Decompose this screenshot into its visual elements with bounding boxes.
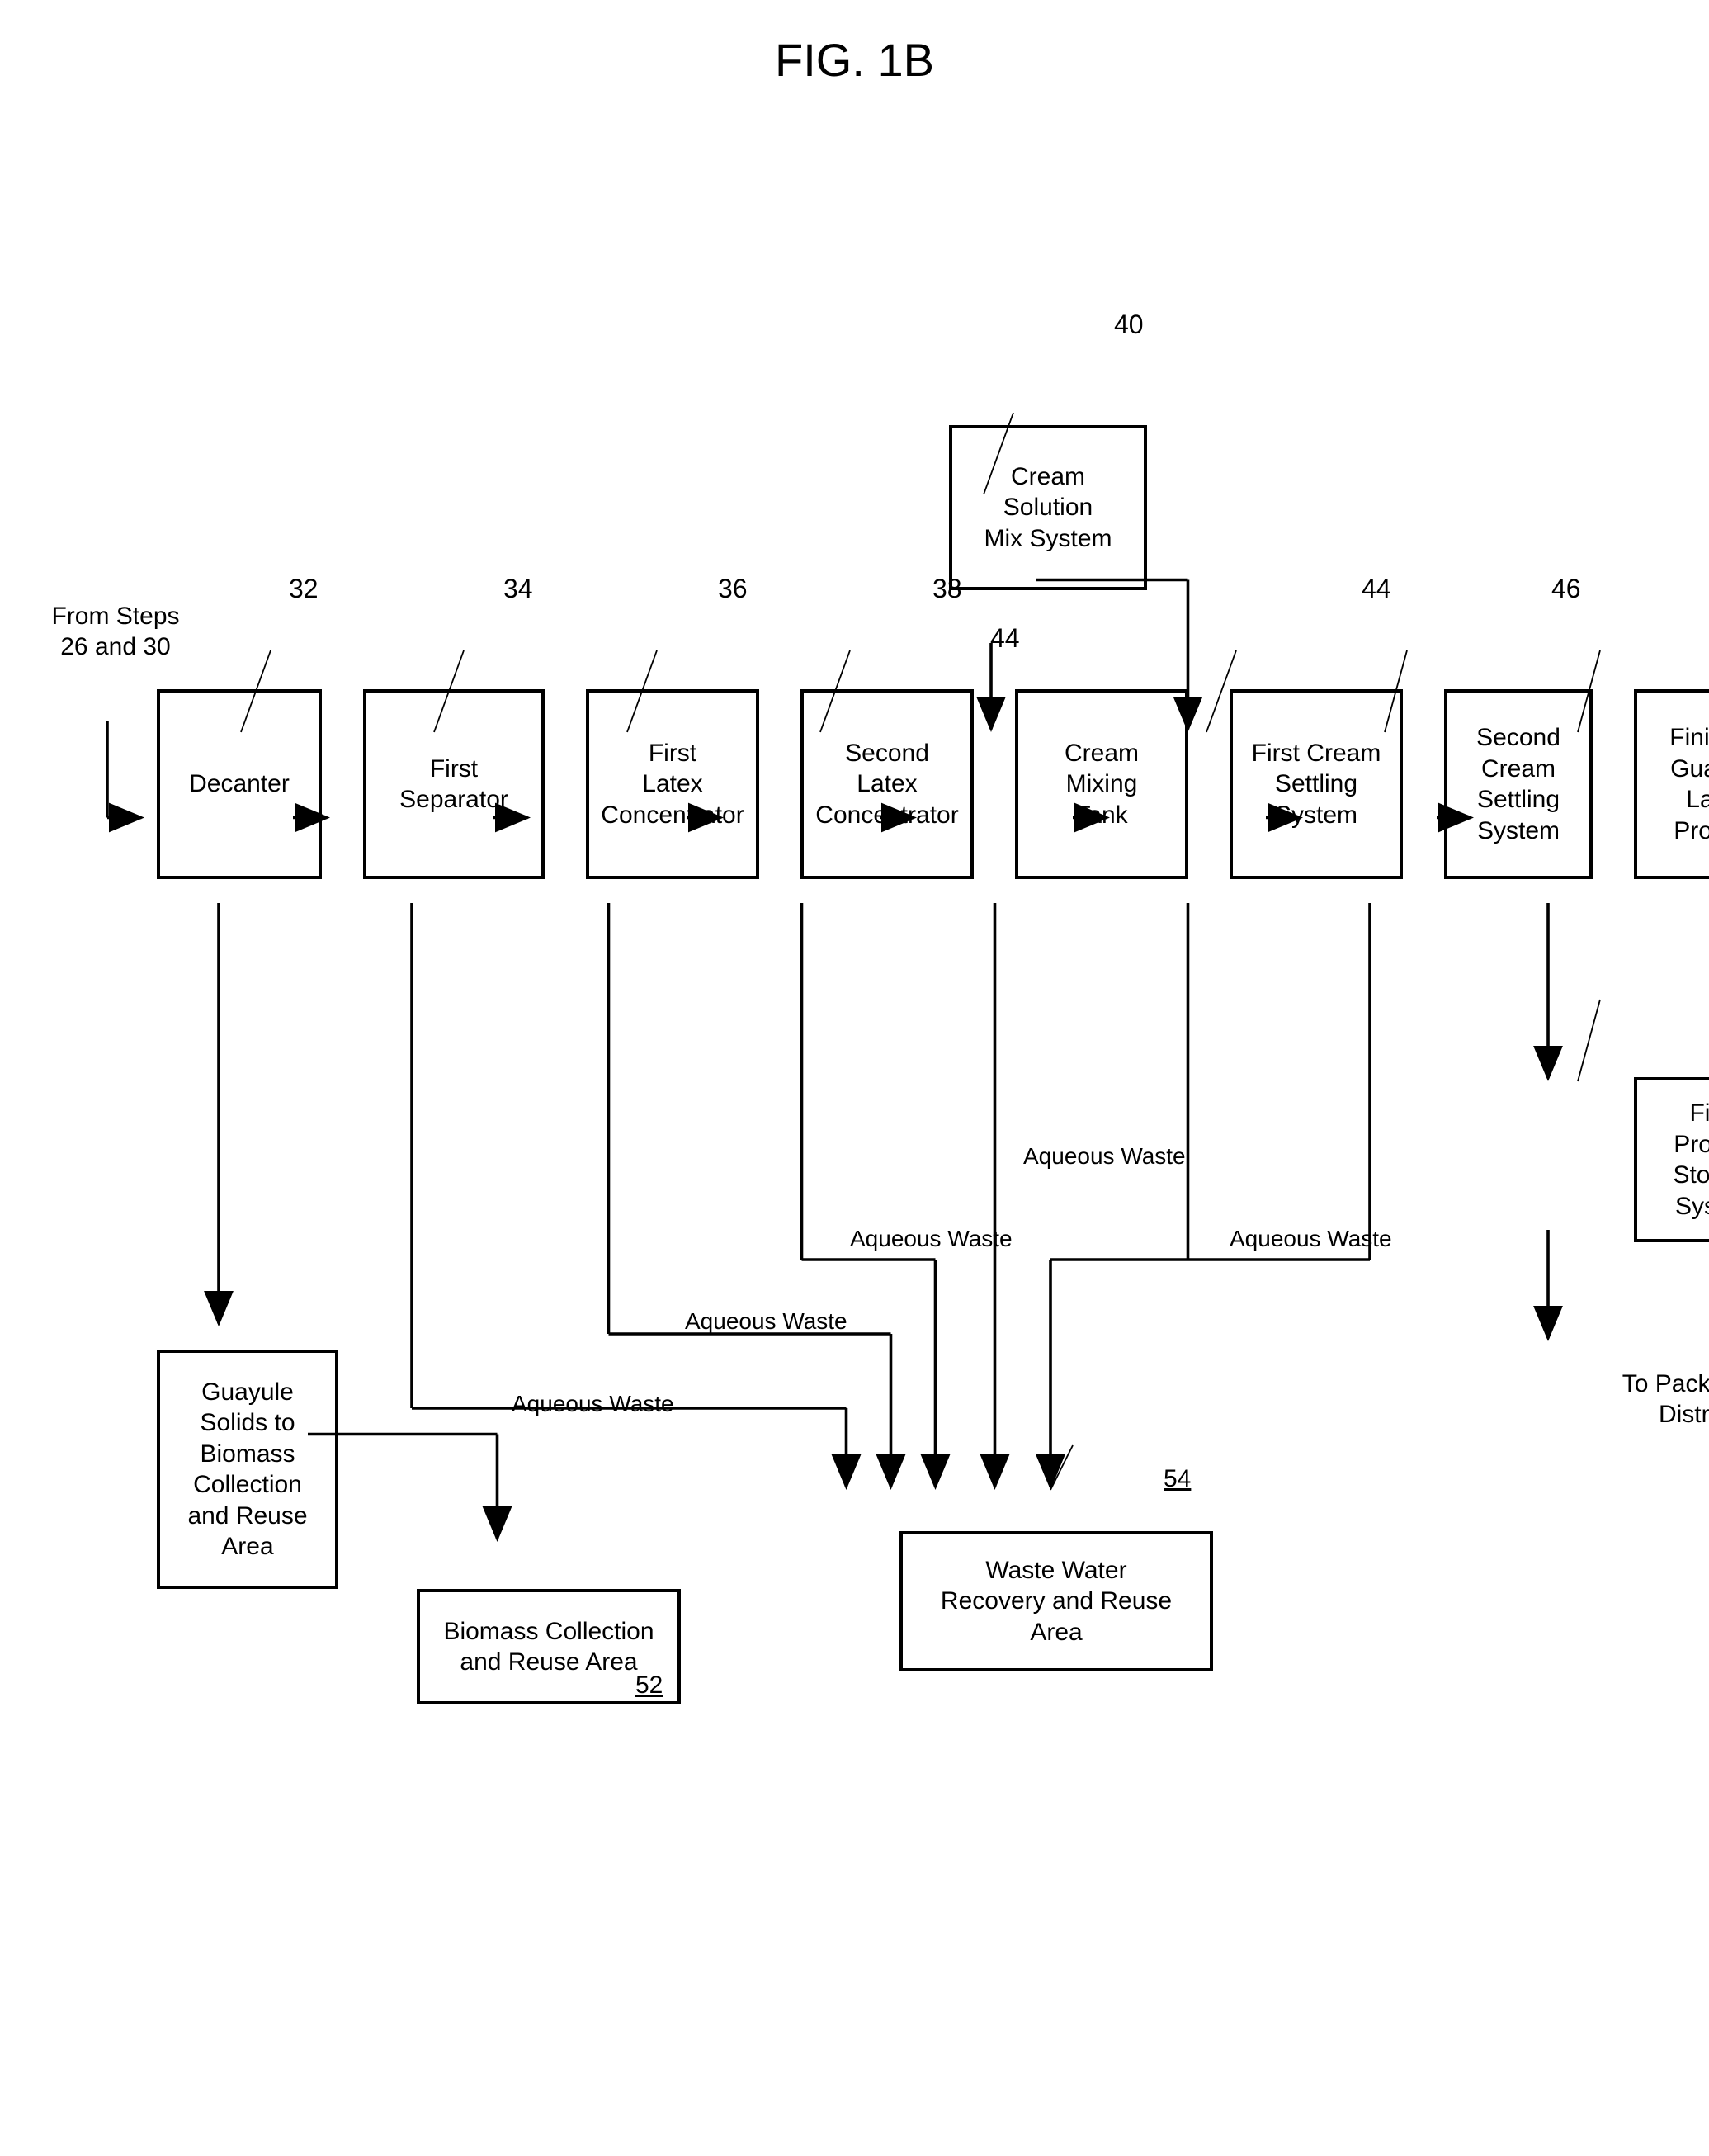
aq-label-2: Aqueous Waste	[685, 1308, 847, 1335]
second-settling-box: SecondCreamSettlingSystem	[1444, 689, 1593, 879]
num-44b: 44	[1362, 574, 1391, 604]
from-steps-label: From Steps26 and 30	[41, 590, 190, 673]
num-54: 54	[1164, 1465, 1191, 1493]
aq-label-4: Aqueous Waste	[1023, 1143, 1186, 1170]
second-latex-box: SecondLatexConcentrator	[800, 689, 974, 879]
num-32: 32	[289, 574, 319, 604]
aq-label-3: Aqueous Waste	[850, 1226, 1013, 1252]
figure-title: FIG. 1B	[33, 33, 1676, 87]
num-52: 52	[635, 1671, 663, 1700]
num-38: 38	[932, 574, 962, 604]
num-44a: 44	[990, 623, 1020, 654]
guayule-solids-box: GuayuleSolids toBiomassCollectionand Reu…	[157, 1350, 338, 1589]
first-separator-box: FirstSeparator	[363, 689, 545, 879]
cream-mixing-box: CreamMixingTank	[1015, 689, 1188, 879]
final-storage-box: Final ProductStorageSystem	[1634, 1077, 1709, 1242]
num-46: 46	[1551, 574, 1581, 604]
diagram-canvas: From Steps26 and 30 Decanter FirstSepara…	[33, 128, 1667, 2109]
num-40: 40	[1114, 310, 1144, 340]
cream-solution-box: CreamSolutionMix System	[949, 425, 1147, 590]
finished-product-box: FinishedGuayuleLatexProduct	[1634, 689, 1709, 879]
waste-water-box: Waste WaterRecovery and ReuseArea	[899, 1531, 1213, 1671]
first-latex-box: FirstLatexConcentrator	[586, 689, 759, 879]
decanter-box: Decanter	[157, 689, 322, 879]
first-settling-box: First CreamSettlingSystem	[1230, 689, 1403, 879]
aq-label-5: Aqueous Waste	[1230, 1226, 1392, 1252]
aq-label-1: Aqueous Waste	[512, 1391, 674, 1417]
to-packaging-label: To Packaging andDistribution	[1613, 1366, 1709, 1432]
num-36: 36	[718, 574, 748, 604]
num-34: 34	[503, 574, 533, 604]
